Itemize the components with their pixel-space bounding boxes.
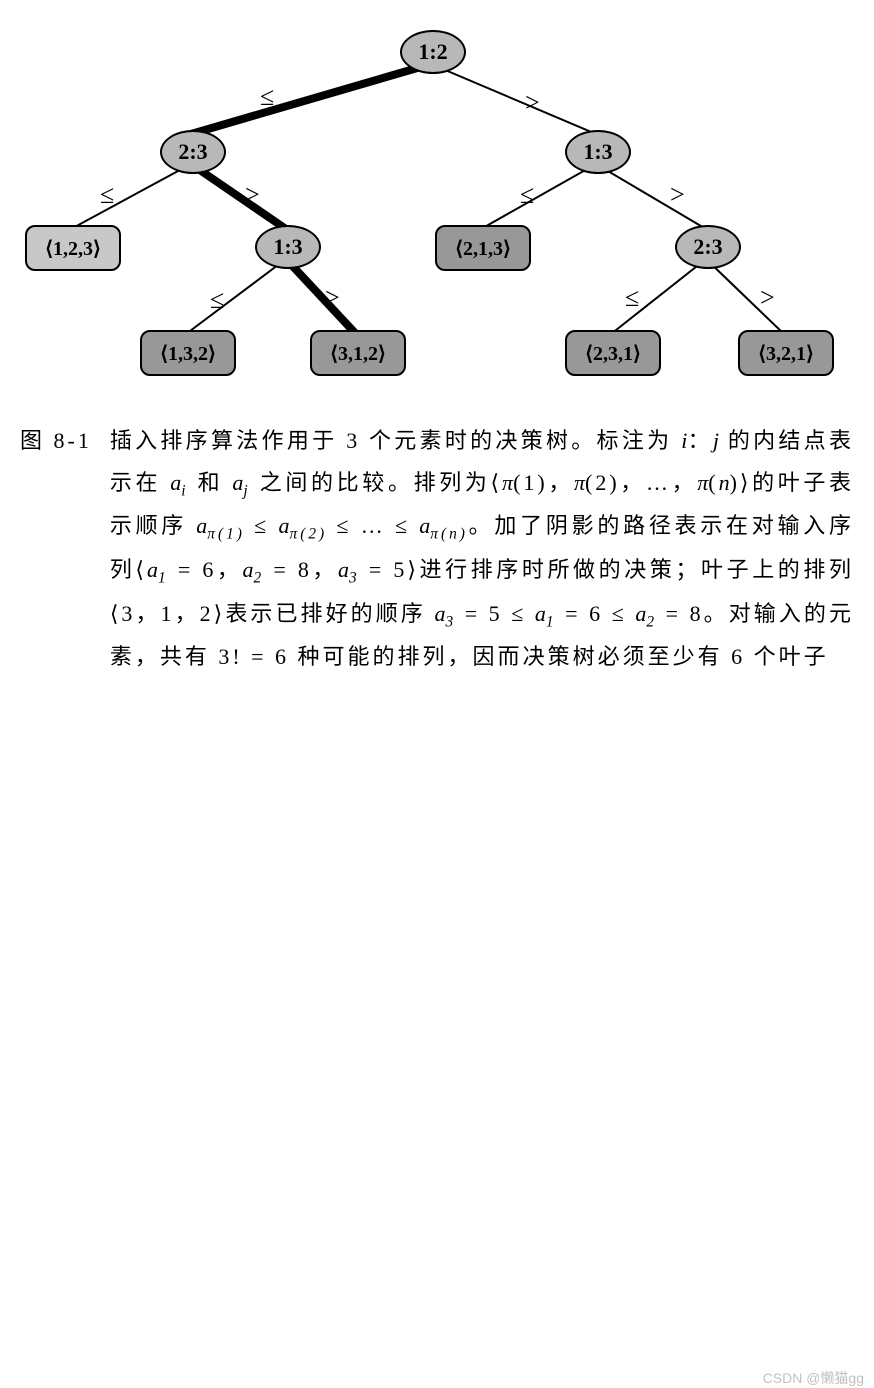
edge-label: > [245, 180, 260, 210]
edge-label: > [525, 88, 540, 118]
figure-text: 插入排序算法作用于 3 个元素时的决策树。标注为 i：j 的内结点表示在 ai … [110, 420, 854, 678]
watermark: CSDN @懒猫gg [763, 1368, 864, 1388]
edge-label: ≤ [210, 285, 224, 315]
tree-leaf-node: ⟨2,1,3⟩ [435, 225, 531, 271]
edge-label: > [670, 180, 685, 210]
tree-inner-node: 2:3 [675, 225, 741, 269]
tree-leaf-node: ⟨2,3,1⟩ [565, 330, 661, 376]
tree-inner-node: 1:3 [565, 130, 631, 174]
tree-leaf-node: ⟨1,2,3⟩ [25, 225, 121, 271]
tree-inner-node: 1:3 [255, 225, 321, 269]
tree-leaf-node: ⟨3,2,1⟩ [738, 330, 834, 376]
edge-label: ≤ [100, 180, 114, 210]
decision-tree-diagram: 1:2 2:3 1:3 ⟨1,2,3⟩ 1:3 ⟨2,1,3⟩ 2:3 ⟨1,3,2⟩ ⟨3,1… [20, 20, 854, 400]
tree-leaf-node: ⟨3,1,2⟩ [310, 330, 406, 376]
tree-leaf-node: ⟨1,3,2⟩ [140, 330, 236, 376]
edge-label: ≤ [625, 283, 639, 313]
edge-label: ≤ [260, 82, 274, 112]
tree-inner-node: 1:2 [400, 30, 466, 74]
figure-number: 图 8-1 [20, 420, 92, 678]
edge-label: > [760, 283, 775, 313]
edge-label: > [325, 283, 340, 313]
tree-inner-node: 2:3 [160, 130, 226, 174]
edge-label: ≤ [520, 180, 534, 210]
figure-caption: 图 8-1 插入排序算法作用于 3 个元素时的决策树。标注为 i：j 的内结点表… [20, 420, 854, 678]
